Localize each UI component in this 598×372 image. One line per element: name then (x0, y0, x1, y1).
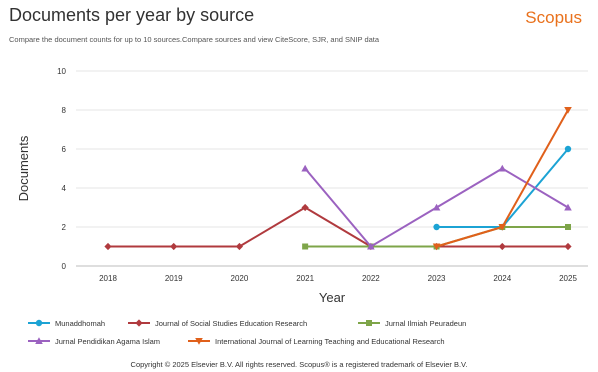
data-point-4 (498, 224, 507, 231)
x-tick-label: 2019 (165, 274, 183, 283)
legend-label: Jurnal Ilmiah Peuradeun (385, 318, 467, 328)
x-tick-label: 2022 (362, 274, 380, 283)
data-point-3 (301, 164, 309, 172)
data-point-4 (432, 243, 441, 251)
scopus-logo[interactable]: Scopus (525, 8, 582, 27)
y-tick-label: 6 (62, 145, 67, 154)
data-point-4 (564, 107, 572, 114)
y-tick-label: 4 (62, 184, 67, 193)
data-point-1 (104, 242, 112, 251)
legend-item[interactable]: Jurnal Pendidikan Agama Islam (28, 336, 160, 346)
data-point-1 (498, 242, 506, 251)
data-point-2 (302, 243, 309, 250)
legend-swatch (28, 337, 50, 344)
x-tick-label: 2023 (428, 274, 446, 283)
legend-swatch (28, 319, 50, 327)
chart-subtitle: Compare the document counts for up to 10… (9, 35, 380, 44)
x-axis-title: Year (319, 290, 346, 305)
data-point-2 (565, 224, 571, 230)
y-tick-label: 10 (57, 67, 66, 76)
x-tick-label: 2025 (559, 274, 577, 283)
data-point-3 (498, 164, 507, 172)
x-tick-label: 2021 (296, 274, 314, 283)
data-point-1 (564, 242, 572, 251)
data-point-1 (235, 242, 244, 251)
legend-label: Munaddhomah (55, 318, 106, 328)
y-tick-label: 8 (62, 106, 67, 115)
legend-label: Jurnal Pendidikan Agama Islam (55, 336, 161, 346)
legend-item[interactable]: Munaddhomah (28, 318, 105, 328)
data-point-3 (432, 203, 441, 211)
legend-swatch (358, 320, 380, 326)
data-point-1 (301, 203, 309, 212)
data-point-0 (564, 145, 572, 153)
y-tick-label: 2 (62, 223, 67, 232)
legend-label: International Journal of Learning Teachi… (215, 336, 445, 346)
x-tick-label: 2018 (99, 274, 117, 283)
legend-label: Journal of Social Studies Education Rese… (155, 318, 308, 328)
y-axis-title: Documents (16, 135, 31, 201)
legend-item[interactable]: Journal of Social Studies Education Rese… (128, 318, 307, 328)
data-point-0 (433, 223, 440, 231)
x-tick-label: 2024 (493, 274, 511, 283)
x-tick-label: 2020 (231, 274, 249, 283)
y-tick-label: 0 (62, 262, 67, 271)
legend-item[interactable]: International Journal of Learning Teachi… (188, 336, 445, 346)
legend-item[interactable]: Jurnal Ilmiah Peuradeun (358, 318, 466, 328)
data-point-3 (367, 242, 375, 250)
legend-swatch (128, 319, 150, 327)
series-line-1 (108, 206, 568, 248)
legend-swatch (188, 338, 210, 345)
data-point-1 (170, 242, 178, 251)
chart-title: Documents per year by source (9, 5, 255, 25)
copyright-footer: Copyright © 2025 Elsevier B.V. All right… (130, 360, 468, 369)
data-point-3 (564, 203, 572, 211)
